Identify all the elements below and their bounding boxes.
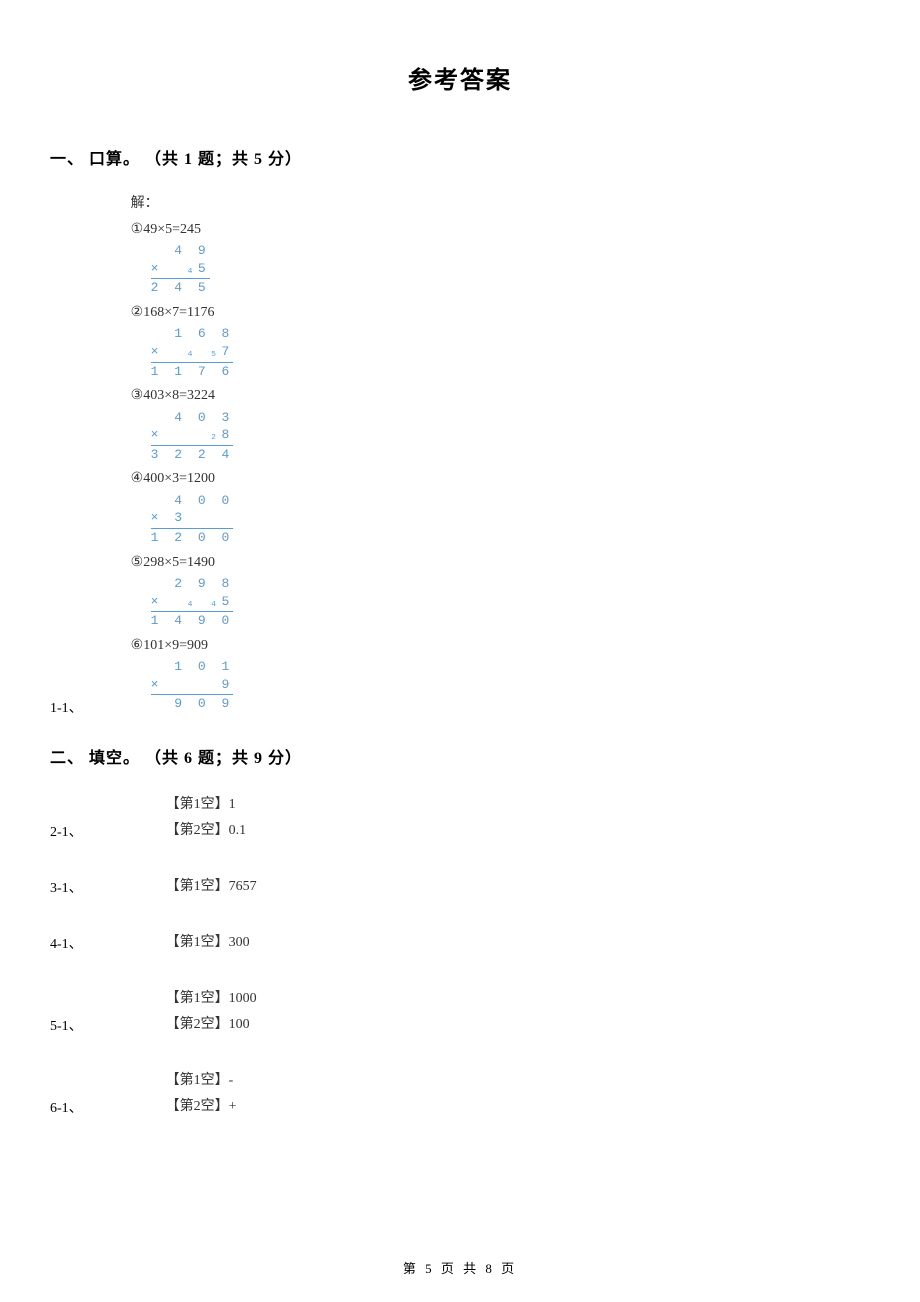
answer-6-1-label: 6-1、 xyxy=(50,1097,83,1119)
answer-5-1-lines: 【第1空】1000 【第2空】100 xyxy=(126,987,257,1039)
calc-result: 1 1 7 6 xyxy=(151,363,234,381)
answer-4-1: 4-1、 【第1空】300 xyxy=(50,931,870,957)
page-title: 参考答案 xyxy=(50,60,870,95)
calc-top: 1 0 1 xyxy=(151,658,234,676)
fill-line: 【第2空】100 xyxy=(166,1013,257,1033)
fill-line: 【第1空】7657 xyxy=(166,875,257,895)
section-2-header: 二、 填空。 （共 6 题；共 9 分） xyxy=(50,744,870,768)
calc-top: 1 6 8 xyxy=(151,325,234,343)
problem-5-calc: 2 9 8 × ₄ ₄5 1 4 9 0 xyxy=(151,575,234,630)
fill-line: 【第1空】- xyxy=(166,1069,237,1089)
fill-line: 【第2空】+ xyxy=(166,1095,237,1115)
problem-2-text: ②168×7=1176 xyxy=(131,303,234,323)
answer-3-1: 3-1、 【第1空】7657 xyxy=(50,875,870,901)
fill-line: 【第1空】300 xyxy=(166,931,250,951)
fill-line: 【第2空】0.1 xyxy=(166,819,247,839)
problem-4-calc: 4 0 0 × 3 1 2 0 0 xyxy=(151,492,234,547)
problem-3-calc: 4 0 3 × ₂8 3 2 2 4 xyxy=(151,409,234,464)
calc-result: 2 4 5 xyxy=(151,279,234,297)
problem-1-text: ①49×5=245 xyxy=(131,220,234,240)
solution-block: 解： ①49×5=245 4 9 × ₄5 2 4 5 ②168×7=1176 … xyxy=(131,194,234,719)
calc-result: 1 2 0 0 xyxy=(151,529,234,547)
answer-5-1-label: 5-1、 xyxy=(50,1015,83,1037)
solution-label: 解： xyxy=(131,194,234,214)
answer-6-1-lines: 【第1空】- 【第2空】+ xyxy=(126,1069,237,1121)
answer-3-1-lines: 【第1空】7657 xyxy=(126,875,257,901)
page-footer: 第 5 页 共 8 页 xyxy=(0,1258,920,1277)
problem-4-text: ④400×3=1200 xyxy=(131,469,234,489)
calc-mult: × 9 xyxy=(151,676,234,696)
fill-line: 【第1空】1 xyxy=(166,793,247,813)
problem-5-text: ⑤298×5=1490 xyxy=(131,553,234,573)
answer-4-1-lines: 【第1空】300 xyxy=(126,931,250,957)
problem-2-calc: 1 6 8 × ₄ ₅7 1 1 7 6 xyxy=(151,325,234,380)
problem-6-text: ⑥101×9=909 xyxy=(131,636,234,656)
answer-6-1: 6-1、 【第1空】- 【第2空】+ xyxy=(50,1069,870,1121)
calc-result: 3 2 2 4 xyxy=(151,446,234,464)
calc-top: 4 9 xyxy=(151,242,234,260)
fill-line: 【第1空】1000 xyxy=(166,987,257,1007)
answer-2-1: 2-1、 【第1空】1 【第2空】0.1 xyxy=(50,793,870,845)
calc-mult: × ₄ ₅7 xyxy=(151,343,234,363)
calc-top: 4 0 3 xyxy=(151,409,234,427)
calc-mult: × ₄5 xyxy=(151,260,210,280)
answer-4-1-label: 4-1、 xyxy=(50,933,83,955)
answer-1-1: 1-1、 解： ①49×5=245 4 9 × ₄5 2 4 5 ②168×7=… xyxy=(50,194,870,719)
section-1-header: 一、 口算。 （共 1 题；共 5 分） xyxy=(50,145,870,169)
answer-3-1-label: 3-1、 xyxy=(50,877,83,899)
calc-mult: × 3 xyxy=(151,509,234,529)
answer-2-1-label: 2-1、 xyxy=(50,821,83,843)
problem-3-text: ③403×8=3224 xyxy=(131,386,234,406)
calc-top: 2 9 8 xyxy=(151,575,234,593)
problem-1-calc: 4 9 × ₄5 2 4 5 xyxy=(151,242,234,297)
calc-result: 9 0 9 xyxy=(151,695,234,713)
calc-top: 4 0 0 xyxy=(151,492,234,510)
calc-mult: × ₂8 xyxy=(151,426,234,446)
answer-2-1-lines: 【第1空】1 【第2空】0.1 xyxy=(126,793,247,845)
calc-mult: × ₄ ₄5 xyxy=(151,593,234,613)
problem-6-calc: 1 0 1 × 9 9 0 9 xyxy=(151,658,234,713)
calc-result: 1 4 9 0 xyxy=(151,612,234,630)
answer-5-1: 5-1、 【第1空】1000 【第2空】100 xyxy=(50,987,870,1039)
answer-1-1-label: 1-1、 xyxy=(50,697,83,719)
